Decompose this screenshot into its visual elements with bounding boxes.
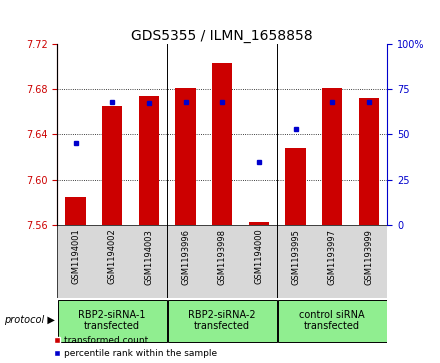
Title: GDS5355 / ILMN_1658858: GDS5355 / ILMN_1658858: [132, 29, 313, 42]
Text: GSM1193995: GSM1193995: [291, 229, 300, 285]
Bar: [359, 98, 379, 225]
Text: GSM1193996: GSM1193996: [181, 229, 190, 285]
Bar: [249, 222, 269, 225]
Bar: [212, 63, 232, 225]
Bar: [139, 96, 159, 225]
Bar: [322, 88, 342, 225]
Text: RBP2-siRNA-2
transfected: RBP2-siRNA-2 transfected: [188, 310, 256, 331]
Bar: [168, 300, 277, 343]
Text: protocol ▶: protocol ▶: [4, 315, 55, 325]
Bar: [278, 300, 387, 343]
Bar: [176, 88, 196, 225]
Legend: transformed count, percentile rank within the sample: transformed count, percentile rank withi…: [53, 336, 217, 359]
Text: control siRNA
transfected: control siRNA transfected: [299, 310, 365, 331]
Bar: [58, 300, 167, 343]
Text: GSM1193999: GSM1193999: [364, 229, 374, 285]
Text: GSM1193998: GSM1193998: [218, 229, 227, 285]
Bar: [286, 148, 306, 225]
Text: GSM1194003: GSM1194003: [144, 229, 154, 285]
Text: GSM1194000: GSM1194000: [254, 229, 264, 285]
Text: GSM1194001: GSM1194001: [71, 229, 80, 285]
Text: GSM1194002: GSM1194002: [108, 229, 117, 285]
Text: RBP2-siRNA-1
transfected: RBP2-siRNA-1 transfected: [78, 310, 146, 331]
Bar: [102, 106, 122, 225]
Bar: [66, 197, 86, 225]
Text: GSM1193997: GSM1193997: [328, 229, 337, 285]
